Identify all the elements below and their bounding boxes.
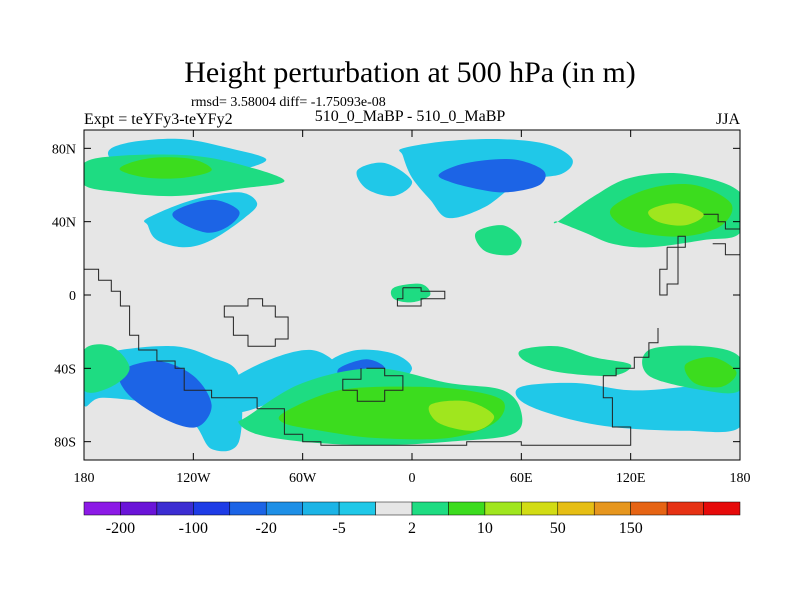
axis-ticks — [83, 130, 741, 460]
contour-region-14 — [118, 360, 212, 428]
x-tick-label: 60W — [289, 471, 317, 486]
colorbar-swatch — [265, 501, 303, 516]
colorbar-label: -20 — [256, 520, 277, 537]
contour-region-25 — [518, 345, 632, 377]
x-tick-label: 0 — [409, 471, 416, 486]
x-tick-label: 60E — [510, 471, 533, 486]
x-axis-labels: 180 120W 60W 0 60E 120E 180 — [74, 471, 751, 486]
colorbar — [83, 501, 741, 516]
colorbar-swatch — [156, 501, 194, 516]
colorbar-swatch — [666, 501, 704, 516]
colorbar-label: -200 — [106, 520, 135, 537]
y-axis-labels: 80N 40N 0 40S 80S — [52, 142, 76, 450]
colorbar-label: -5 — [332, 520, 345, 537]
x-tick-label: 180 — [730, 471, 751, 486]
contour-region-4 — [172, 199, 240, 233]
contour-regions — [84, 138, 740, 452]
y-tick-label: 80N — [52, 142, 76, 157]
x-tick-label: 180 — [74, 471, 95, 486]
coastline-3 — [396, 287, 446, 307]
contour-region-10 — [648, 203, 704, 226]
coastline-5 — [703, 213, 740, 230]
colorbar-swatch — [411, 501, 449, 516]
contour-region-11 — [474, 225, 522, 256]
coastline-0 — [84, 268, 659, 446]
colorbar-swatch — [193, 501, 231, 516]
colorbar-swatch — [593, 501, 631, 516]
y-tick-label: 80S — [54, 436, 76, 451]
contour-region-22 — [515, 377, 740, 433]
colorbar-label: 10 — [477, 520, 493, 537]
colorbar-swatch — [484, 501, 522, 516]
colorbar-labels: -200 -100 -20 -5 2 10 50 150 — [106, 520, 643, 537]
chart-title: Height perturbation at 500 hPa (in m) — [184, 56, 636, 89]
coastline-4 — [659, 235, 686, 296]
y-tick-label: 0 — [69, 289, 76, 304]
colorbar-label: -100 — [179, 520, 208, 537]
contour-region-7 — [356, 162, 413, 197]
stats-label: rmsd= 3.58004 diff= -1.75093e-08 — [191, 95, 386, 110]
colorbar-swatch — [521, 501, 559, 516]
colorbar-swatch — [83, 501, 121, 516]
season-label: JJA — [716, 111, 740, 128]
coastline-6 — [712, 243, 740, 256]
colorbar-swatch — [229, 501, 267, 516]
contour-region-6 — [438, 158, 546, 193]
y-tick-label: 40N — [52, 216, 76, 231]
colorbar-swatch — [338, 501, 376, 516]
colorbar-swatch — [703, 501, 741, 516]
contour-region-24 — [684, 357, 737, 388]
coastline-2 — [342, 367, 404, 402]
y-tick-label: 40S — [54, 362, 76, 377]
colorbar-swatch — [375, 501, 413, 516]
colorbar-swatch — [302, 501, 340, 516]
case-label: 510_0_MaBP - 510_0_MaBP — [315, 108, 506, 125]
x-tick-label: 120W — [176, 471, 211, 486]
contour-region-12 — [390, 283, 431, 303]
colorbar-swatch — [120, 501, 158, 516]
colorbar-label: 150 — [619, 520, 643, 537]
experiment-label: Expt = teYFy3-teYFy2 — [84, 111, 233, 128]
coastlines — [84, 213, 740, 446]
colorbar-swatch — [448, 501, 486, 516]
contour-region-15 — [84, 344, 130, 393]
colorbar-swatch — [557, 501, 595, 516]
colorbar-label: 50 — [550, 520, 566, 537]
x-tick-label: 120E — [616, 471, 646, 486]
contour-region-21 — [428, 400, 495, 431]
contour-region-2 — [119, 157, 212, 179]
colorbar-swatch — [630, 501, 668, 516]
colorbar-label: 2 — [408, 520, 416, 537]
coastline-1 — [223, 298, 289, 347]
contour-region-16 — [216, 349, 340, 413]
